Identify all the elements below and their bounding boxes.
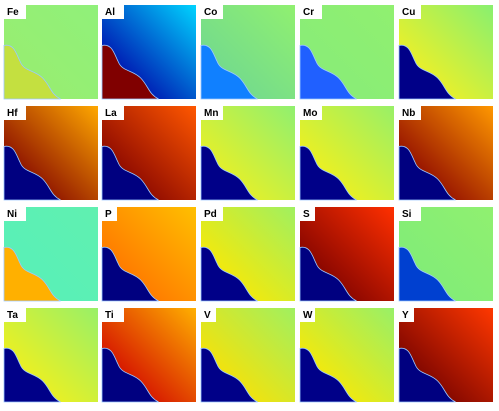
panel: Hf [3,106,98,201]
panel: Pd [200,207,295,302]
panel-label: Hf [7,108,18,119]
panel: Cu [398,5,493,100]
label-box [201,207,223,221]
label-box [102,207,117,221]
panel-label: Cu [402,7,415,18]
inclusion-region [299,145,357,201]
panel: Co [200,5,295,100]
panel: Ni [3,207,98,302]
panel: Mo [299,106,394,201]
inclusion-region [200,347,258,403]
inclusion-region [299,246,357,302]
panel-label: Ta [7,310,18,321]
label-box [201,308,216,322]
label-box [102,308,124,322]
panel-label: S [303,209,310,220]
label-box [300,5,322,19]
label-box [4,308,26,322]
inclusion-region [200,44,258,100]
panel-label: Fe [7,7,19,18]
inclusion-region [101,246,159,302]
label-box [399,308,414,322]
panel: S [299,207,394,302]
panel-label: La [105,108,117,119]
label-box [300,106,322,120]
label-box [201,5,223,19]
panel-label: Y [402,310,409,321]
panel: Cr [299,5,394,100]
panel-label: Nb [402,108,415,119]
label-box [4,5,26,19]
panel: La [101,106,196,201]
inclusion-region [3,347,61,403]
panel: Al [101,5,196,100]
panel-label: W [303,310,313,321]
panel: Fe [3,5,98,100]
label-box [399,207,421,221]
panel-label: V [204,310,211,321]
inclusion-region [200,246,258,302]
panel: W [299,308,394,403]
label-box [399,106,421,120]
inclusion-region [398,44,456,100]
panel-label: Mn [204,108,218,119]
inclusion-region [299,44,357,100]
label-box [399,5,421,19]
panel-label: Co [204,7,217,18]
label-box [4,106,26,120]
panel-label: Cr [303,7,314,18]
panel: P [101,207,196,302]
panel: Si [398,207,493,302]
label-box [300,308,315,322]
panel: Mn [200,106,295,201]
panel-label: Mo [303,108,317,119]
label-box [102,106,124,120]
panel: Nb [398,106,493,201]
panel-label: Pd [204,209,217,220]
label-box [201,106,223,120]
inclusion-region [200,145,258,201]
panel-label: Si [402,209,412,220]
inclusion-region [398,347,456,403]
inclusion-region [3,246,61,302]
panel: Ti [101,308,196,403]
inclusion-region [398,246,456,302]
panel: Y [398,308,493,403]
inclusion-region [101,145,159,201]
panel: V [200,308,295,403]
label-box [300,207,315,221]
panel-label: Al [105,7,115,18]
label-box [4,207,26,221]
inclusion-region [3,44,61,100]
inclusion-region [3,145,61,201]
inclusion-region [101,347,159,403]
panel: Ta [3,308,98,403]
panel-label: Ti [105,310,114,321]
panel-label: Ni [7,209,17,220]
panel-label: P [105,209,112,220]
inclusion-region [299,347,357,403]
inclusion-region [101,44,159,100]
label-box [102,5,124,19]
inclusion-region [398,145,456,201]
